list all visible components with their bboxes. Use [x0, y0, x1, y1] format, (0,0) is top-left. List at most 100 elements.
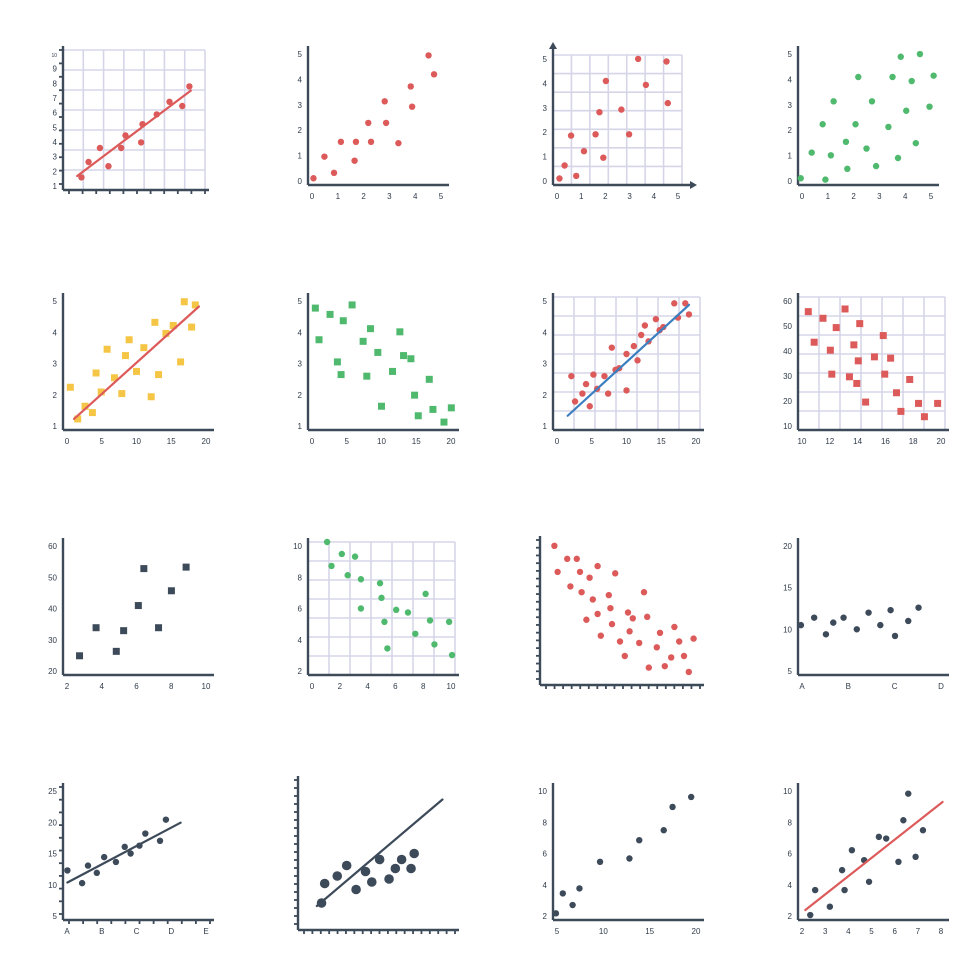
x-axis-arrow	[690, 181, 697, 189]
y-tick-label: 40	[783, 347, 792, 356]
chart-svg: 2 4 6 8 10 20 30 40 50 60	[48, 538, 214, 691]
data-point	[121, 352, 129, 360]
data-point	[912, 139, 920, 147]
chart-svg: 5 10 15 20 2 4 6 8 10	[538, 783, 704, 936]
data-point	[600, 154, 607, 161]
data-point	[855, 73, 862, 81]
y-tick-label: 2	[298, 667, 303, 676]
data-point	[872, 162, 880, 170]
y-tick-label: 2	[788, 126, 793, 135]
data-point	[396, 328, 404, 336]
data-point	[406, 863, 416, 874]
data-point	[842, 138, 850, 145]
data-point	[381, 618, 388, 625]
y-tick-label: 60	[783, 297, 792, 306]
x-tick-label: 18	[909, 437, 918, 446]
data-point	[892, 389, 900, 397]
scatter-chart-11	[490, 490, 735, 735]
y-tick-label: 4	[788, 75, 793, 84]
data-point	[596, 109, 603, 116]
scatter-chart-13: A B C D E 5 10 15 20 25	[0, 735, 245, 980]
data-point	[112, 647, 120, 655]
x-tick-label: D	[938, 682, 944, 691]
y-tick-label: 0	[543, 177, 548, 186]
data-point	[162, 329, 170, 337]
data-point	[554, 568, 561, 576]
data-point	[429, 405, 437, 413]
data-point	[121, 843, 128, 851]
data-point	[644, 613, 651, 621]
x-tick-label: 14	[853, 437, 862, 446]
axes	[551, 293, 704, 432]
data-point	[897, 53, 904, 60]
scatter-chart-7: 0 5 10 15 20 1 2 3 4 5	[490, 245, 735, 490]
data-point	[378, 594, 385, 602]
axes	[796, 293, 949, 432]
data-point	[685, 668, 692, 676]
chart-svg: A B C D E 5 10 15 20 25	[48, 783, 214, 936]
y-tick-label: 15	[783, 584, 792, 593]
data-point	[378, 402, 385, 410]
data-point	[376, 580, 384, 587]
x-tick-label: 10	[798, 437, 807, 446]
y-tick-label: 2	[53, 391, 58, 400]
data-point	[640, 589, 648, 596]
data-point	[804, 308, 812, 316]
y-tick-label: 8	[788, 818, 793, 827]
data-point	[915, 399, 923, 407]
data-point	[669, 803, 676, 811]
scatter-chart-14	[245, 735, 490, 980]
data-point	[374, 348, 382, 356]
trend-line	[315, 798, 444, 908]
y-tick-label: 25	[48, 787, 57, 796]
y-tick-label: 60	[48, 542, 57, 551]
data-point	[862, 398, 870, 406]
data-points	[797, 604, 922, 640]
scatter-chart-1: 1 2 3 4 5 6 7 8 9 10	[0, 0, 245, 245]
y-tick-label: 1	[788, 152, 793, 161]
data-point	[894, 154, 902, 162]
y-tick-label: 3	[298, 360, 303, 369]
y-tick-label: 8	[543, 818, 548, 827]
x-tick-label: 5	[869, 927, 874, 936]
x-tick-label: 0	[310, 192, 315, 201]
data-point	[905, 790, 912, 797]
data-point	[97, 388, 105, 396]
x-tick-label: 5	[676, 192, 681, 201]
data-point	[819, 314, 827, 322]
x-tick-label: 6	[134, 682, 139, 691]
scatter-chart-3: 0 1 2 3 4 5 0 1 2 3 4 5	[490, 0, 735, 245]
trend-line	[76, 89, 192, 178]
x-tick-label: 10	[377, 437, 386, 446]
x-tick-label: 7	[916, 927, 921, 936]
data-point	[602, 77, 610, 85]
data-point	[879, 332, 887, 340]
data-point	[607, 604, 614, 612]
chart-svg: 0 5 10 15 20 1 2 3 4 5	[543, 293, 704, 446]
data-point	[567, 132, 575, 139]
y-tick-label: 10	[538, 787, 547, 796]
data-point	[330, 169, 338, 177]
axes	[796, 783, 949, 922]
x-tick-label: 15	[645, 927, 654, 936]
data-point	[810, 338, 818, 346]
axes	[306, 293, 459, 432]
data-point	[634, 55, 642, 63]
data-point	[664, 99, 672, 107]
data-point	[685, 311, 693, 318]
data-point	[810, 614, 818, 621]
data-point	[576, 885, 583, 892]
data-point	[885, 123, 892, 131]
x-tick-label: 4	[652, 192, 657, 201]
data-point	[351, 553, 359, 560]
x-tick-label: 1	[826, 192, 831, 201]
scatter-chart-10: 0 2 4 6 8 10 2 4 6 8 10	[245, 490, 490, 735]
y-tick-label: 2	[543, 912, 548, 921]
data-point	[822, 176, 829, 183]
data-point	[151, 318, 159, 326]
data-point	[332, 871, 343, 881]
data-point	[856, 320, 864, 328]
y-tick-label: 3	[543, 104, 548, 113]
scatter-chart-9: 2 4 6 8 10 20 30 40 50 60	[0, 490, 245, 735]
trend-line	[66, 821, 182, 884]
